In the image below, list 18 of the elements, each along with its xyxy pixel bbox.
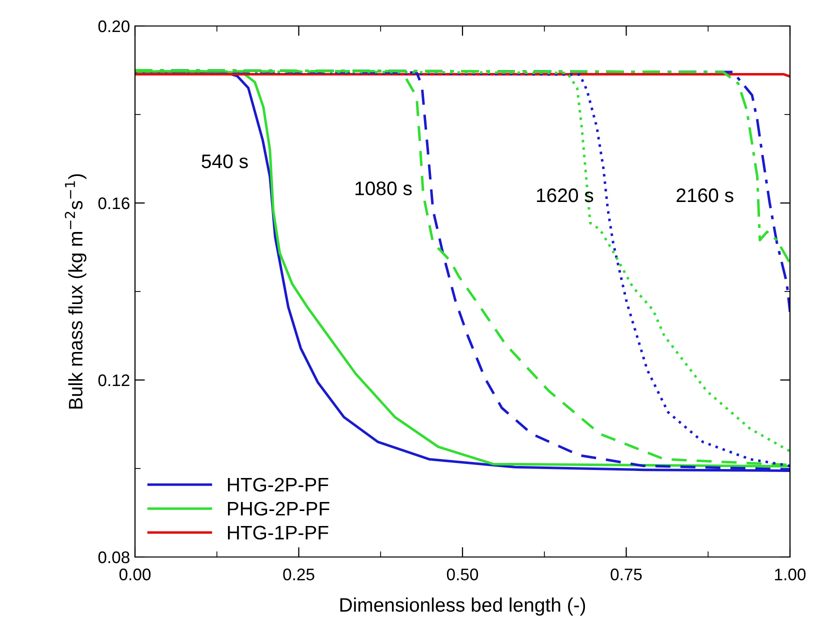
y-tick-label: 0.12: [98, 374, 130, 386]
annotation: 540 s: [202, 154, 248, 168]
x-tick-label: 1.00: [775, 568, 806, 580]
x-axis-title: Dimensionless bed length (-): [340, 598, 586, 616]
legend-label: HTG-1P-PF: [228, 526, 328, 540]
y-tick-label: 0.08: [98, 551, 130, 564]
x-tick-label: 0.00: [119, 568, 151, 580]
annotation: 1080 s: [356, 182, 412, 196]
y-tick-label: 0.16: [98, 197, 130, 210]
legend-label: PHG-2P-PF: [228, 502, 330, 516]
legend-label: HTG-2P-PF: [228, 478, 328, 492]
y-axis-title: Bulk mass flux (kg m$^{−2}$s$^{−1}$): [64, 174, 86, 409]
x-tick-label: 0.50: [446, 568, 478, 580]
y-tick-label: 0.20: [98, 20, 130, 32]
annotation: 1620 s: [536, 188, 594, 202]
x-tick-label: 0.25: [283, 568, 314, 580]
x-tick-label: 0.75: [610, 568, 642, 580]
annotation: 2160 s: [676, 188, 734, 202]
